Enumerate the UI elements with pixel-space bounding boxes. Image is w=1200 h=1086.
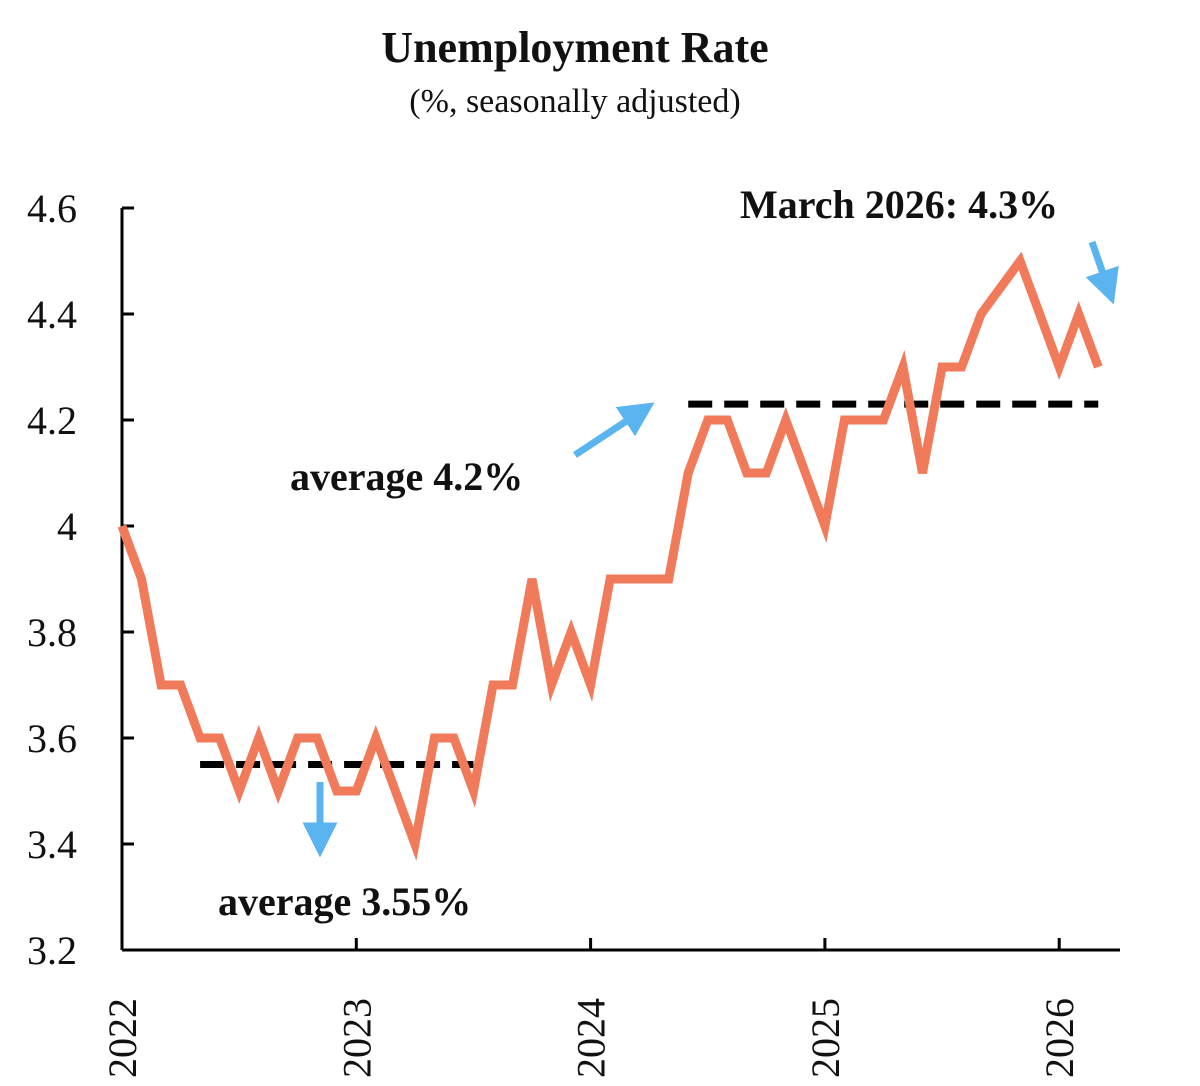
axes: 3.2 3.4 3.6 3.8 4 4.2 4.4 4.6 2022 2023 2024 2025 20… [27,186,1120,1078]
data-point [1000,287,1002,289]
data-point [629,578,631,580]
series-group [117,251,1103,861]
data-point [785,419,787,421]
data-point [746,472,748,474]
data-point [414,843,416,845]
data-point [394,790,396,792]
y-tick-label: 3.4 [27,822,77,867]
data-point [843,419,845,421]
data-point [473,790,475,792]
data-point [648,578,650,580]
data-point [765,472,767,474]
annotation-arrows [302,240,1119,858]
data-point [590,684,592,686]
annotation-average-2024-2026: average 4.2% [290,454,523,499]
data-point [336,790,338,792]
data-point [1097,366,1099,368]
unemployment-rate-line [117,251,1103,861]
data-point [922,472,924,474]
y-tick-label: 3.8 [27,610,77,655]
data-point [238,790,240,792]
data-point [531,578,533,580]
data-point [902,366,904,368]
data-point [453,737,455,739]
data-point [961,366,963,368]
data-point [980,313,982,315]
data-point [1039,313,1041,315]
data-point [277,790,279,792]
x-tick-label: 2023 [334,998,379,1078]
data-point [141,578,143,580]
data-point [316,737,318,739]
y-tick-label: 4.4 [27,292,77,337]
data-point [1058,366,1060,368]
data-point [941,366,943,368]
x-tick-label: 2026 [1037,998,1082,1078]
data-point [492,684,494,686]
data-point [1019,260,1021,262]
data-point [668,578,670,580]
data-point [258,737,260,739]
data-point [121,525,123,527]
data-point [883,419,885,421]
data-point [160,684,162,686]
annotation-average-2022-2023: average 3.55% [218,879,471,924]
data-point [433,737,435,739]
data-point [180,684,182,686]
x-tick-label: 2025 [803,998,848,1078]
arrow-average-2024-2026 [573,402,655,458]
chart-title: Unemployment Rate [381,23,768,72]
data-point [824,525,826,527]
data-point [726,419,728,421]
data-point [863,419,865,421]
data-point [609,578,611,580]
annotation-latest-value: March 2026: 4.3% [740,182,1058,227]
data-point [1078,313,1080,315]
y-tick-label: 4.6 [27,186,77,231]
data-point [707,419,709,421]
data-point [355,790,357,792]
arrow-latest-value [1085,240,1119,305]
data-point [219,737,221,739]
y-tick-label: 3.2 [27,928,77,973]
y-tick-label: 4.2 [27,398,77,443]
data-point [375,737,377,739]
data-point [687,472,689,474]
data-point [570,631,572,633]
y-tick-label: 4 [57,504,77,549]
data-point [551,684,553,686]
data-point [512,684,514,686]
data-point [199,737,201,739]
chart-subtitle: (%, seasonally adjusted) [409,83,740,120]
x-tick-label: 2024 [569,998,614,1078]
data-point [804,472,806,474]
data-point [297,737,299,739]
x-tick-label: 2022 [100,998,145,1078]
y-tick-label: 3.6 [27,716,77,761]
